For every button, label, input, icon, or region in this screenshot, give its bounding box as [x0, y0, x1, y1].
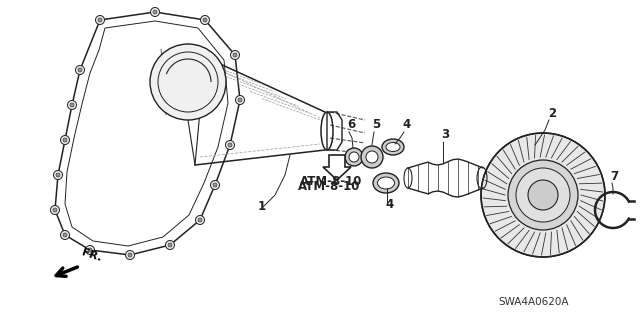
Circle shape — [211, 181, 220, 189]
Circle shape — [51, 205, 60, 214]
Circle shape — [366, 151, 378, 163]
Text: 1: 1 — [258, 200, 266, 213]
Circle shape — [203, 18, 207, 22]
Circle shape — [63, 138, 67, 142]
Circle shape — [86, 246, 95, 255]
Circle shape — [200, 16, 209, 25]
Text: SWA4A0620A: SWA4A0620A — [498, 297, 568, 307]
Circle shape — [168, 243, 172, 247]
Circle shape — [61, 231, 70, 240]
Circle shape — [508, 160, 578, 230]
Circle shape — [78, 68, 82, 72]
Circle shape — [56, 173, 60, 177]
Circle shape — [230, 50, 239, 60]
Text: 3: 3 — [441, 128, 449, 141]
Circle shape — [128, 253, 132, 257]
Circle shape — [238, 98, 242, 102]
Ellipse shape — [386, 143, 400, 152]
Text: ATM-8-10: ATM-8-10 — [298, 180, 360, 193]
Circle shape — [166, 241, 175, 249]
Circle shape — [150, 44, 226, 120]
Circle shape — [63, 233, 67, 237]
Circle shape — [70, 103, 74, 107]
Circle shape — [213, 183, 217, 187]
Text: FR.: FR. — [80, 247, 102, 263]
Circle shape — [95, 16, 104, 25]
Circle shape — [67, 100, 77, 109]
Circle shape — [150, 8, 159, 17]
Circle shape — [153, 10, 157, 14]
Circle shape — [61, 136, 70, 145]
Circle shape — [361, 146, 383, 168]
Polygon shape — [323, 155, 351, 180]
Ellipse shape — [373, 173, 399, 193]
Text: 6: 6 — [347, 118, 355, 131]
Circle shape — [516, 168, 570, 222]
Ellipse shape — [382, 139, 404, 155]
Circle shape — [195, 216, 205, 225]
Text: ATM-8-10: ATM-8-10 — [300, 175, 362, 188]
Circle shape — [53, 208, 57, 212]
Circle shape — [233, 53, 237, 57]
Circle shape — [98, 18, 102, 22]
Text: 7: 7 — [610, 170, 618, 183]
Circle shape — [228, 143, 232, 147]
Circle shape — [198, 218, 202, 222]
Circle shape — [528, 180, 558, 210]
Ellipse shape — [378, 177, 394, 189]
Circle shape — [481, 133, 605, 257]
Circle shape — [349, 152, 359, 162]
Text: 5: 5 — [372, 118, 380, 131]
Circle shape — [54, 170, 63, 180]
Text: 2: 2 — [548, 107, 556, 120]
Circle shape — [345, 148, 363, 166]
Circle shape — [125, 250, 134, 259]
Text: 4: 4 — [402, 118, 410, 131]
Circle shape — [225, 140, 234, 150]
Text: 4: 4 — [385, 198, 393, 211]
Circle shape — [76, 65, 84, 75]
Circle shape — [88, 248, 92, 252]
Circle shape — [236, 95, 244, 105]
